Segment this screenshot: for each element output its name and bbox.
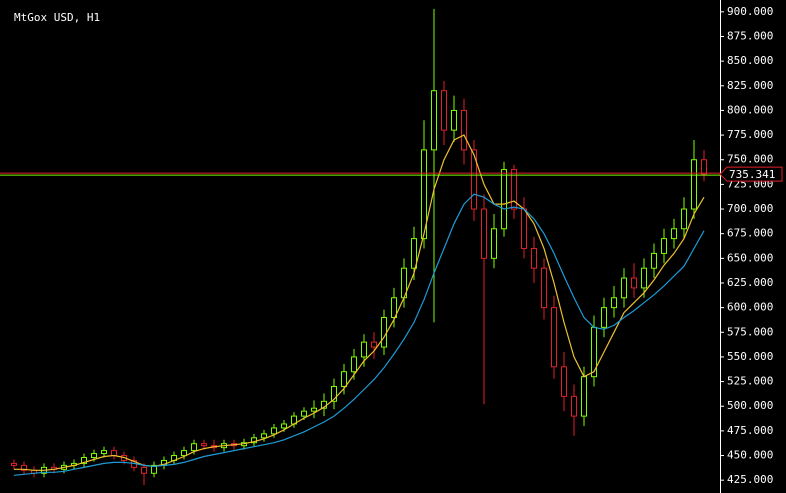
candle-body <box>491 228 497 259</box>
y-tick-label: 875.000 <box>727 29 773 42</box>
candle-body <box>411 238 417 269</box>
candle-body <box>331 386 337 402</box>
candle-body <box>611 297 617 309</box>
candle-body <box>461 109 467 151</box>
last-price-label: 735.341 <box>729 168 775 181</box>
y-tick-label: 700.000 <box>727 202 773 215</box>
candle-body <box>261 433 267 439</box>
y-tick-label: 625.000 <box>727 276 773 289</box>
candle-body <box>371 341 377 348</box>
candle-body <box>571 395 577 417</box>
candle-body <box>551 307 557 368</box>
candle-body <box>641 267 647 289</box>
chart-title: MtGox USD, H1 <box>14 11 100 24</box>
y-tick-label: 900.000 <box>727 5 773 18</box>
y-tick-label: 675.000 <box>727 227 773 240</box>
y-tick-label: 500.000 <box>727 399 773 412</box>
candle-body <box>691 159 697 210</box>
candle-body <box>651 252 657 269</box>
moving-average <box>14 134 705 471</box>
y-tick-label: 550.000 <box>727 350 773 363</box>
candle-body <box>431 90 437 151</box>
candle-body <box>271 427 277 435</box>
candle-body <box>361 341 367 358</box>
y-tick-label: 575.000 <box>727 325 773 338</box>
candle-body <box>671 228 677 240</box>
candle-body <box>151 464 157 474</box>
candle-body <box>341 371 347 388</box>
candle-body <box>441 90 447 131</box>
y-tick-label: 800.000 <box>727 103 773 116</box>
y-tick-label: 850.000 <box>727 54 773 67</box>
candle-body <box>451 109 457 131</box>
candle-body <box>421 149 427 240</box>
candle-body <box>681 208 687 230</box>
last-price-box <box>719 166 783 182</box>
candle-body <box>281 423 287 429</box>
candle-body <box>561 366 567 397</box>
y-tick-label: 650.000 <box>727 251 773 264</box>
candle-body <box>11 462 17 466</box>
candle-body <box>581 376 587 417</box>
candle-body <box>301 410 307 417</box>
candle-body <box>351 356 357 373</box>
candle-body <box>191 443 197 452</box>
candle-body <box>661 238 667 254</box>
candle-body <box>391 297 397 318</box>
candle-body <box>21 464 27 471</box>
y-tick-label: 425.000 <box>727 473 773 486</box>
candle-body <box>201 443 207 447</box>
candle-body <box>311 407 317 412</box>
candle-body <box>141 466 147 474</box>
y-tick-label: 450.000 <box>727 449 773 462</box>
candle-body <box>381 316 387 348</box>
candle-body <box>111 450 117 457</box>
candle-body <box>601 307 607 328</box>
candle-body <box>181 450 187 457</box>
y-tick-label: 825.000 <box>727 79 773 92</box>
candle-body <box>511 169 517 210</box>
y-tick-label: 750.000 <box>727 153 773 166</box>
candle-body <box>251 437 257 444</box>
candle-body <box>701 159 707 175</box>
candle-body <box>501 169 507 230</box>
y-tick-label: 775.000 <box>727 128 773 141</box>
candle-body <box>531 247 537 269</box>
moving-average <box>13 193 705 476</box>
candle-body <box>521 208 527 249</box>
candle-body <box>541 267 547 309</box>
candle-body <box>631 277 637 289</box>
candle-body <box>81 457 87 464</box>
y-tick-label: 600.000 <box>727 301 773 314</box>
candle-body <box>621 277 627 299</box>
y-tick-label: 525.000 <box>727 375 773 388</box>
candle-body <box>101 450 107 455</box>
candle-body <box>481 208 487 259</box>
candle-body <box>91 453 97 459</box>
y-tick-label: 475.000 <box>727 424 773 437</box>
candle-body <box>471 149 477 210</box>
